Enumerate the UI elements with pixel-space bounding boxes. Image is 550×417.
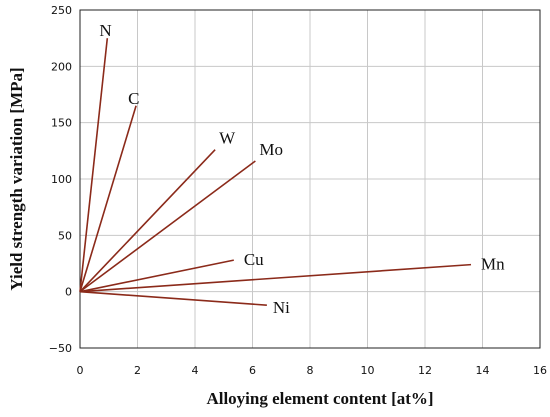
x-axis-label: Alloying element content [at%] xyxy=(206,389,433,408)
x-tick-label: 12 xyxy=(418,364,432,377)
series-lines xyxy=(79,38,472,306)
x-tick-label: 10 xyxy=(361,364,375,377)
x-tick-label: 0 xyxy=(77,364,84,377)
x-tick-label: 4 xyxy=(192,364,199,377)
series-label-ni: Ni xyxy=(273,298,290,317)
series-label-n: N xyxy=(99,21,111,40)
series-line-mn xyxy=(79,263,472,293)
y-axis-label: Yield strength variation [MPa] xyxy=(7,67,26,290)
series-label-cu: Cu xyxy=(244,250,264,269)
series-line-w xyxy=(79,149,216,293)
series-line-n xyxy=(79,38,109,292)
y-tick-label: 0 xyxy=(65,286,72,299)
plot-frame xyxy=(79,9,541,349)
series-line-ni xyxy=(79,290,267,306)
x-tick-labels: 0 2 4 6 8 10 12 14 16 xyxy=(77,364,548,377)
y-tick-labels: −50 0 50 100 150 200 250 xyxy=(49,4,72,355)
y-tick-label: −50 xyxy=(49,342,72,355)
series-label-mn: Mn xyxy=(481,255,505,274)
series-labels: N C W Mo Cu Mn Ni xyxy=(99,21,505,317)
y-tick-label: 250 xyxy=(51,4,72,17)
series-label-w: W xyxy=(219,129,236,148)
x-tick-label: 16 xyxy=(533,364,547,377)
y-tick-label: 150 xyxy=(51,117,72,130)
series-label-c: C xyxy=(128,89,139,108)
x-tick-label: 14 xyxy=(476,364,490,377)
series-line-mo xyxy=(79,160,256,293)
series-label-mo: Mo xyxy=(259,140,283,159)
series-line-c xyxy=(79,105,137,292)
y-tick-label: 100 xyxy=(51,173,72,186)
series-line-cu xyxy=(79,259,234,293)
x-tick-label: 8 xyxy=(307,364,314,377)
y-tick-label: 200 xyxy=(51,60,72,73)
y-tick-label: 50 xyxy=(58,229,72,242)
x-tick-label: 2 xyxy=(134,364,141,377)
x-tick-label: 6 xyxy=(249,364,256,377)
